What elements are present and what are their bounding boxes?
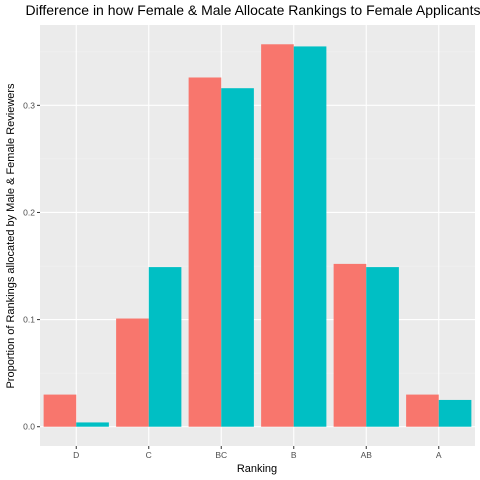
bar-c-series-1 — [116, 318, 149, 427]
bar-bc-series-2 — [221, 88, 254, 427]
x-tick-label: A — [436, 450, 442, 460]
bar-a-series-1 — [406, 394, 439, 427]
x-axis-label: Ranking — [237, 463, 277, 475]
bar-a-series-2 — [438, 399, 472, 427]
bar-d-series-2 — [76, 422, 109, 427]
bars — [43, 44, 472, 427]
y-tick-label: 0.0 — [23, 422, 35, 432]
bar-b-series-1 — [261, 44, 294, 427]
bar-bc-series-1 — [188, 77, 222, 427]
bar-d-series-1 — [43, 394, 77, 427]
x-tick-label: BC — [215, 450, 227, 460]
y-axis: 0.0 0.1 0.2 0.3 — [23, 100, 40, 432]
x-tick-label: D — [73, 450, 79, 460]
bar-ab-series-1 — [333, 263, 367, 427]
chart-title: Difference in how Female & Male Allocate… — [26, 2, 480, 18]
plot-panel — [40, 25, 475, 446]
y-tick-label: 0.2 — [23, 207, 35, 217]
y-tick-label: 0.1 — [23, 315, 35, 325]
bar-c-series-2 — [148, 267, 182, 427]
x-tick-label: AB — [361, 450, 373, 460]
x-tick-label: B — [291, 450, 297, 460]
bar-b-series-2 — [293, 46, 327, 427]
x-tick-label: C — [146, 450, 152, 460]
bar-ab-series-2 — [366, 267, 399, 427]
x-axis: D C BC B AB A — [73, 446, 442, 460]
y-tick-label: 0.3 — [23, 100, 35, 110]
y-axis-label: Proportion of Rankings allocated by Male… — [5, 83, 17, 389]
